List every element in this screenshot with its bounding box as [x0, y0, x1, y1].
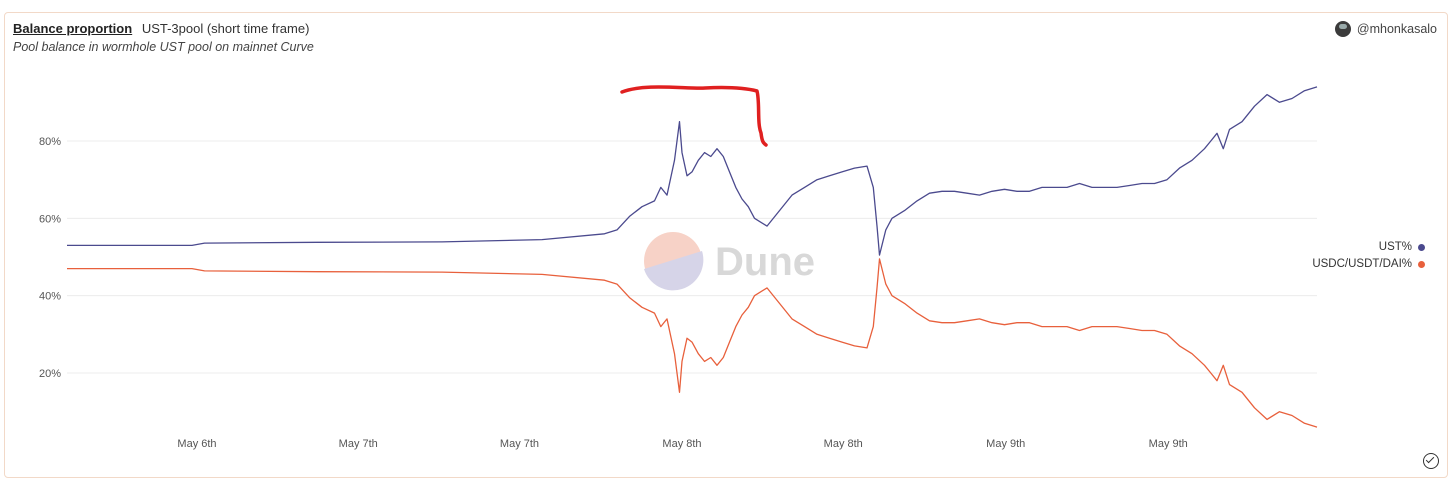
watermark-text: Dune [715, 240, 815, 284]
legend-dot-ust [1418, 244, 1425, 251]
check-circle-icon[interactable] [1423, 453, 1439, 469]
x-tick-label: May 8th [824, 438, 863, 450]
x-tick-label: May 6th [177, 438, 216, 450]
legend: UST% USDC/USDT/DAI% [1312, 239, 1425, 273]
x-tick-label: May 7th [500, 438, 539, 450]
legend-label-stables: USDC/USDT/DAI% [1312, 258, 1412, 270]
y-tick-label: 60% [39, 213, 61, 225]
series-line-ust [67, 86, 1318, 256]
query-name: UST-3pool (short time frame) [141, 21, 310, 36]
dune-watermark: Dune [644, 232, 815, 291]
legend-label-ust: UST% [1378, 241, 1412, 253]
grid [67, 140, 1317, 374]
axis-ticks: 20% 40% 60% 80% May 6th May 7th May 7th May 8th… [39, 136, 1188, 450]
line-chart: Dune 20% 40% 60% 80% May 6th May 7th May 7th Ma… [39, 85, 1318, 450]
x-tick-label: May 7th [339, 438, 378, 450]
x-tick-label: May 9th [986, 438, 1025, 450]
y-tick-label: 40% [39, 291, 61, 303]
x-tick-label: May 9th [1149, 438, 1188, 450]
y-tick-label: 20% [39, 368, 61, 380]
chart-header: Balance proportion UST-3pool (short time… [13, 21, 309, 36]
legend-item-ust[interactable]: UST% [1312, 239, 1425, 256]
legend-item-stables[interactable]: USDC/USDT/DAI% [1312, 256, 1425, 273]
avatar-icon [1334, 21, 1351, 37]
author-name: @mhonkasalo [1356, 22, 1437, 36]
chart-card: Balance proportion UST-3pool (short time… [4, 12, 1448, 478]
hand-drawn-annotation [620, 85, 768, 147]
series-line-stables [67, 258, 1318, 428]
chart-title-link[interactable]: Balance proportion [13, 21, 133, 36]
author-link[interactable]: @mhonkasalo [1334, 21, 1437, 37]
watermark-logo-shade [644, 251, 704, 291]
chart-subtitle: Pool balance in wormhole UST pool on mai… [13, 40, 314, 54]
legend-dot-stables [1418, 261, 1425, 268]
x-tick-label: May 8th [662, 438, 701, 450]
series-layer [67, 86, 1318, 428]
y-tick-label: 80% [39, 136, 61, 148]
